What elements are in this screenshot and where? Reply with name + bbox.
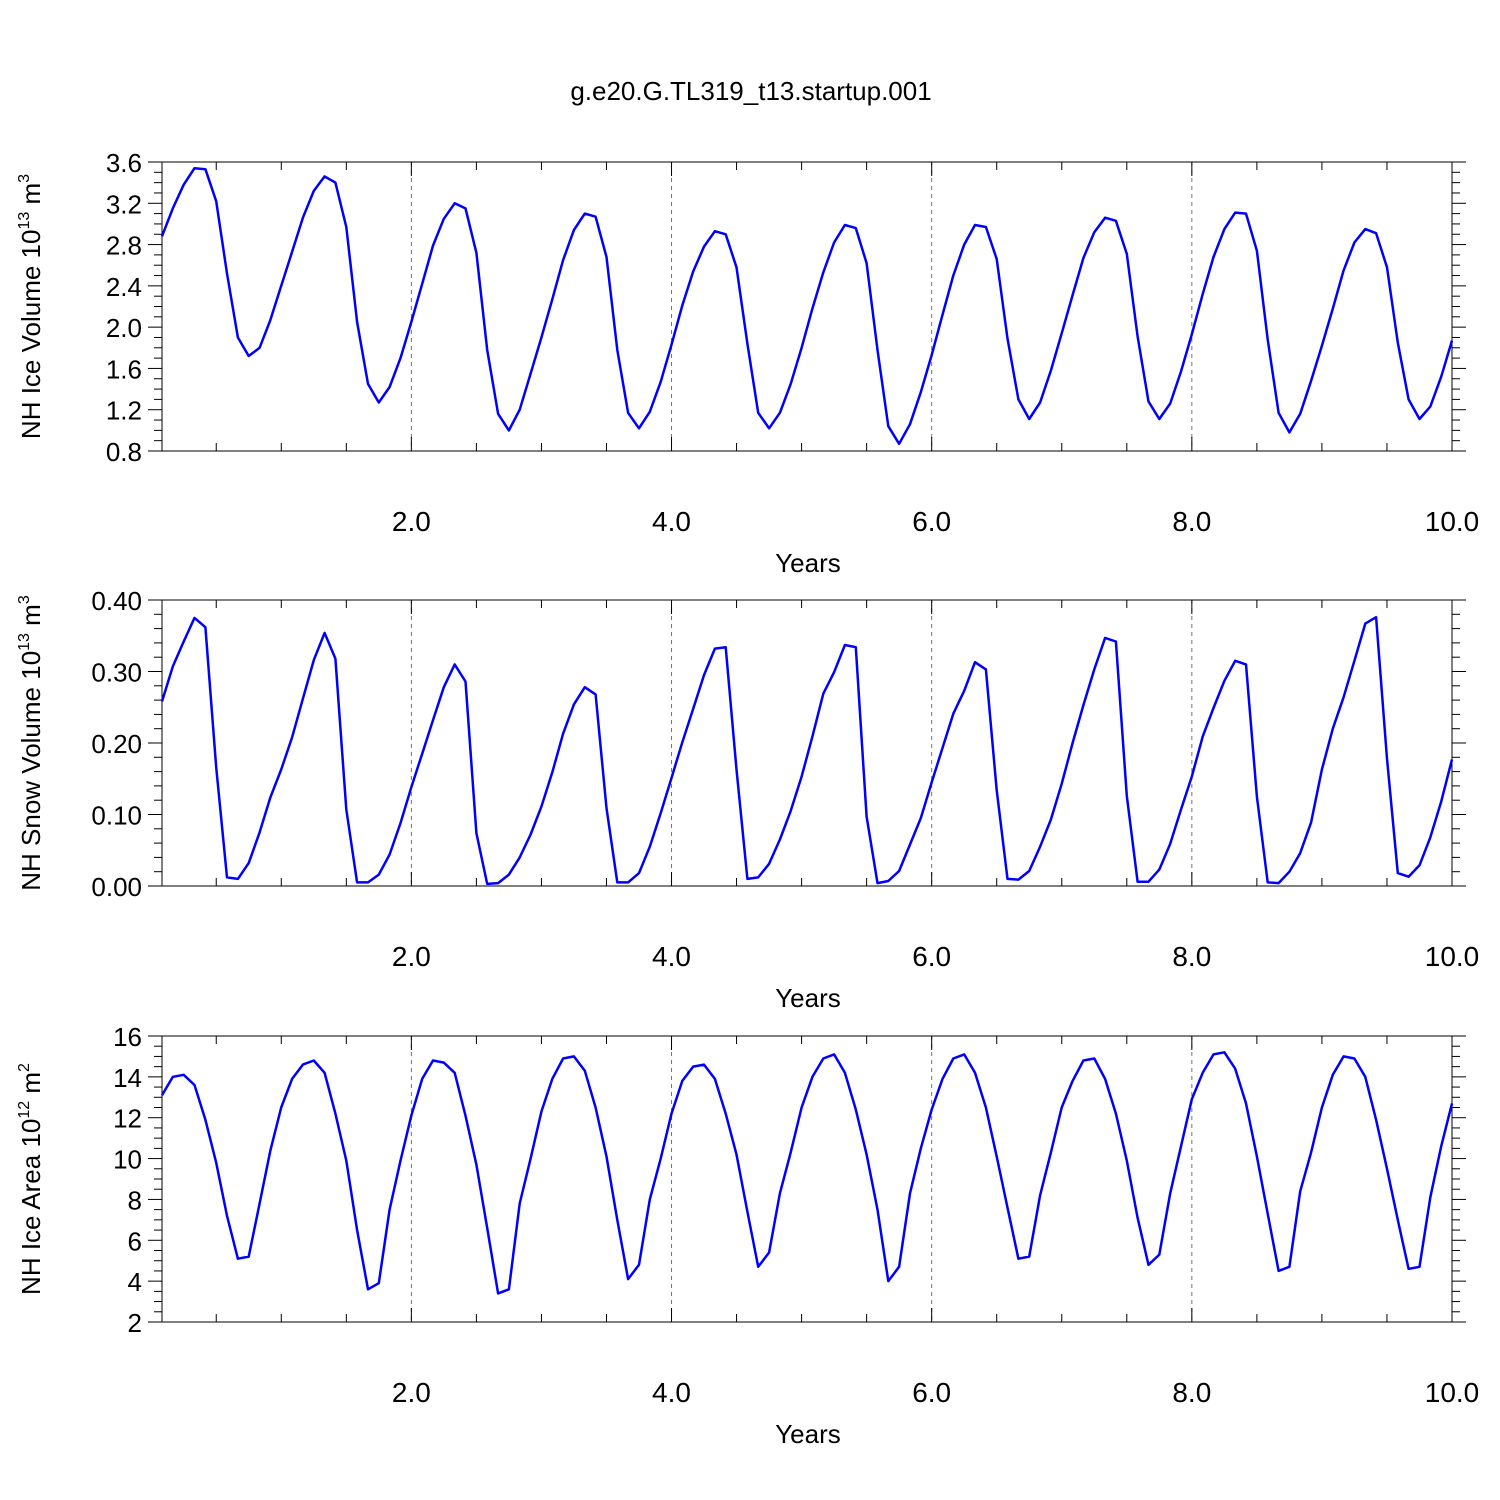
y-tick-label: 3.6: [106, 148, 142, 178]
y-tick-label: 16: [113, 1022, 142, 1052]
y-tick-label: 1.2: [106, 396, 142, 426]
y-tick-label: 14: [113, 1063, 142, 1093]
y-tick-label: 8: [128, 1185, 142, 1215]
series-line: [160, 166, 1454, 446]
y-tick-label: 3.2: [106, 189, 142, 219]
x-tick-label: 4.0: [652, 941, 691, 972]
x-axis-title: Years: [775, 983, 841, 1013]
y-tick-label: 2.0: [106, 313, 142, 343]
y-axis-title: NH Snow Volume 1013 m3: [16, 595, 46, 891]
y-tick-label: 0.8: [106, 437, 142, 467]
y-axis-title: NH Ice Volume 1013 m3: [16, 174, 46, 439]
plot-panel-3: 2 4 6 8 10 12 14 16 2.0 4.0 6.0 8.0 10.0 Years NH Ice …: [16, 1022, 1479, 1449]
plot-panel-2: 0.00 0.10 0.20 0.30 0.40 2.0 4.0 6.0 8.0 10.0 Year…: [16, 586, 1479, 1013]
series-line: [160, 615, 1454, 886]
y-tick-label: 0.20: [91, 729, 142, 759]
chart-title: g.e20.G.TL319_t13.startup.001: [570, 76, 931, 106]
x-tick-label: 8.0: [1172, 506, 1211, 537]
y-tick-label: 2: [128, 1308, 142, 1338]
x-tick-label: 10.0: [1425, 506, 1480, 537]
y-tick-label: 2.4: [106, 272, 142, 302]
plot-panel-1: 0.8 1.2 1.6 2.0 2.4 2.8 3.2 3.6 2.0 4.0 6.0 8.0 10.0…: [16, 148, 1479, 578]
x-tick-label: 4.0: [652, 1377, 691, 1408]
y-tick-label: 0.40: [91, 586, 142, 616]
x-tick-label: 10.0: [1425, 941, 1480, 972]
x-tick-label: 2.0: [392, 506, 431, 537]
x-tick-label: 6.0: [912, 1377, 951, 1408]
x-tick-label: 6.0: [912, 506, 951, 537]
x-tick-label: 8.0: [1172, 1377, 1211, 1408]
y-tick-label: 1.6: [106, 354, 142, 384]
x-tick-label: 8.0: [1172, 941, 1211, 972]
x-axis-title: Years: [775, 548, 841, 578]
x-tick-label: 6.0: [912, 941, 951, 972]
y-tick-label: 10: [113, 1145, 142, 1175]
y-tick-label: 4: [128, 1267, 142, 1297]
x-tick-label: 2.0: [392, 941, 431, 972]
y-tick-label: 0.30: [91, 658, 142, 688]
chart-panels: 0.8 1.2 1.6 2.0 2.4 2.8 3.2 3.6 2.0 4.0 6.0 8.0 10.0…: [16, 148, 1479, 1449]
x-tick-label: 2.0: [392, 1377, 431, 1408]
y-tick-label: 12: [113, 1104, 142, 1134]
x-axis-title: Years: [775, 1419, 841, 1449]
y-tick-label: 6: [128, 1226, 142, 1256]
x-tick-label: 4.0: [652, 506, 691, 537]
y-axis-title: NH Ice Area 1012 m2: [16, 1063, 46, 1295]
y-tick-label: 0.00: [91, 872, 142, 902]
series-line: [160, 1051, 1454, 1295]
y-tick-label: 2.8: [106, 231, 142, 261]
plot-frame: [161, 599, 1453, 887]
x-tick-label: 10.0: [1425, 1377, 1480, 1408]
plot-frame: [161, 161, 1453, 452]
y-tick-label: 0.10: [91, 801, 142, 831]
plot-frame: [161, 1035, 1453, 1323]
